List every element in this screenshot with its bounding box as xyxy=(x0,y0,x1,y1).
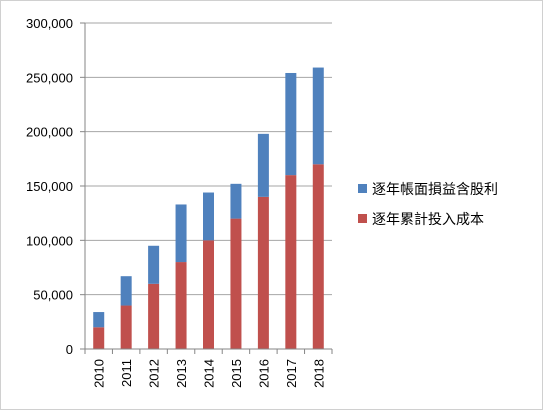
x-tick-label: 2010 xyxy=(92,359,107,388)
bar-segment xyxy=(230,183,242,219)
x-tick-label: 2016 xyxy=(256,359,271,388)
y-tick-label: 100,000 xyxy=(26,233,73,248)
bar-segment xyxy=(93,327,105,349)
bar-segment xyxy=(312,164,324,349)
legend-label: 逐年累計投入成本 xyxy=(372,211,484,227)
bar-segment xyxy=(203,192,214,241)
y-axis-tick-labels: 0 50,000 100,000 150,000 200,000 250,000 300,0… xyxy=(26,16,73,357)
x-tick-label: 2013 xyxy=(174,359,189,388)
legend-swatch xyxy=(358,184,367,193)
y-tick-label: 250,000 xyxy=(26,70,73,85)
bar-segment xyxy=(285,72,297,176)
bar-segment xyxy=(148,245,160,284)
bar-segment xyxy=(93,312,105,328)
bar-segment xyxy=(120,305,132,349)
x-tick-label: 2014 xyxy=(202,359,217,388)
bar-segment xyxy=(203,240,214,349)
x-tick-label: 2011 xyxy=(119,359,134,387)
y-tick-label: 300,000 xyxy=(26,16,73,31)
bar-segment xyxy=(285,175,297,349)
x-tick-label: 2012 xyxy=(147,359,162,388)
legend-swatch xyxy=(358,214,367,223)
axes xyxy=(80,22,333,354)
bar-segment xyxy=(148,283,160,349)
x-tick-label: 2018 xyxy=(311,359,326,388)
x-axis-tick-labels: 2010 2011 2012 2013 2014 2015 2016 2017 2018 xyxy=(92,359,327,388)
bar-segment xyxy=(257,133,269,197)
legend-label: 逐年帳面損益含股利 xyxy=(372,181,498,197)
y-tick-label: 50,000 xyxy=(33,288,73,303)
y-tick-label: 0 xyxy=(66,342,73,357)
bar-segment xyxy=(175,204,187,263)
x-tick-label: 2017 xyxy=(284,359,299,388)
bar-segment xyxy=(312,67,324,165)
bar-segment xyxy=(120,276,132,306)
bar-segment xyxy=(230,218,242,349)
y-tick-label: 150,000 xyxy=(26,179,73,194)
bars xyxy=(93,67,324,349)
bar-segment xyxy=(257,196,269,349)
x-tick-label: 2015 xyxy=(229,359,244,388)
y-tick-label: 200,000 xyxy=(26,125,73,140)
bar-segment xyxy=(175,262,187,349)
